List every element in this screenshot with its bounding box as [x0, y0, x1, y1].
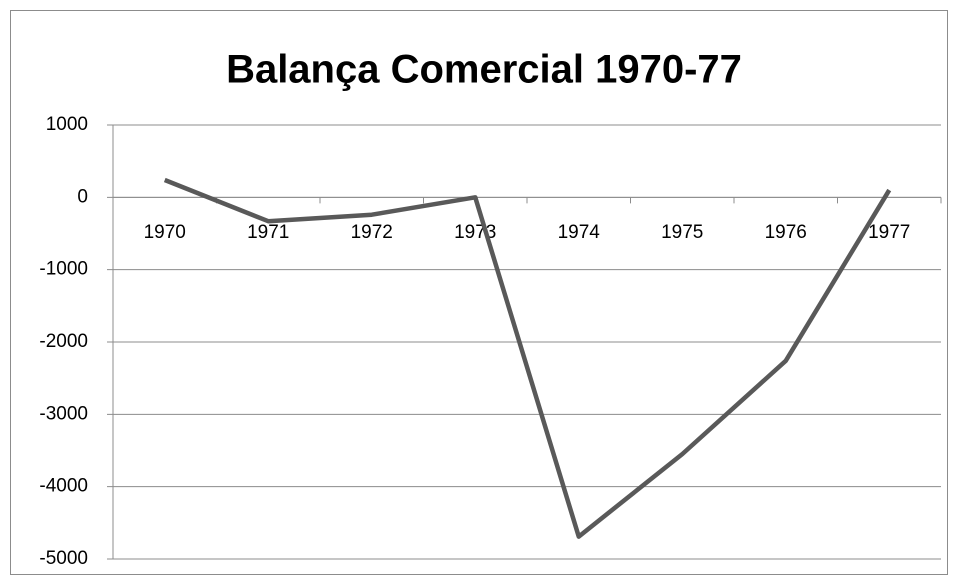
x-tick-label: 1970	[144, 222, 186, 243]
y-tick-label: -2000	[39, 331, 88, 352]
x-tick-label: 1975	[661, 222, 703, 243]
chart-border	[10, 10, 948, 575]
y-tick-label: -5000	[39, 548, 88, 569]
y-tick-label: 0	[77, 186, 88, 207]
y-tick-label: -3000	[39, 403, 88, 424]
x-tick-label: 1974	[558, 222, 601, 243]
x-tick-label: 1976	[765, 222, 807, 243]
y-tick-label: -1000	[39, 259, 88, 280]
y-tick-label: 1000	[46, 114, 88, 135]
x-tick-label: 1971	[247, 222, 289, 243]
x-tick-label: 1977	[868, 222, 910, 243]
x-tick-label: 1972	[351, 222, 393, 243]
chart-title: Balança Comercial 1970-77	[226, 48, 742, 92]
y-tick-label: -4000	[39, 476, 88, 497]
data-line	[163, 177, 892, 539]
